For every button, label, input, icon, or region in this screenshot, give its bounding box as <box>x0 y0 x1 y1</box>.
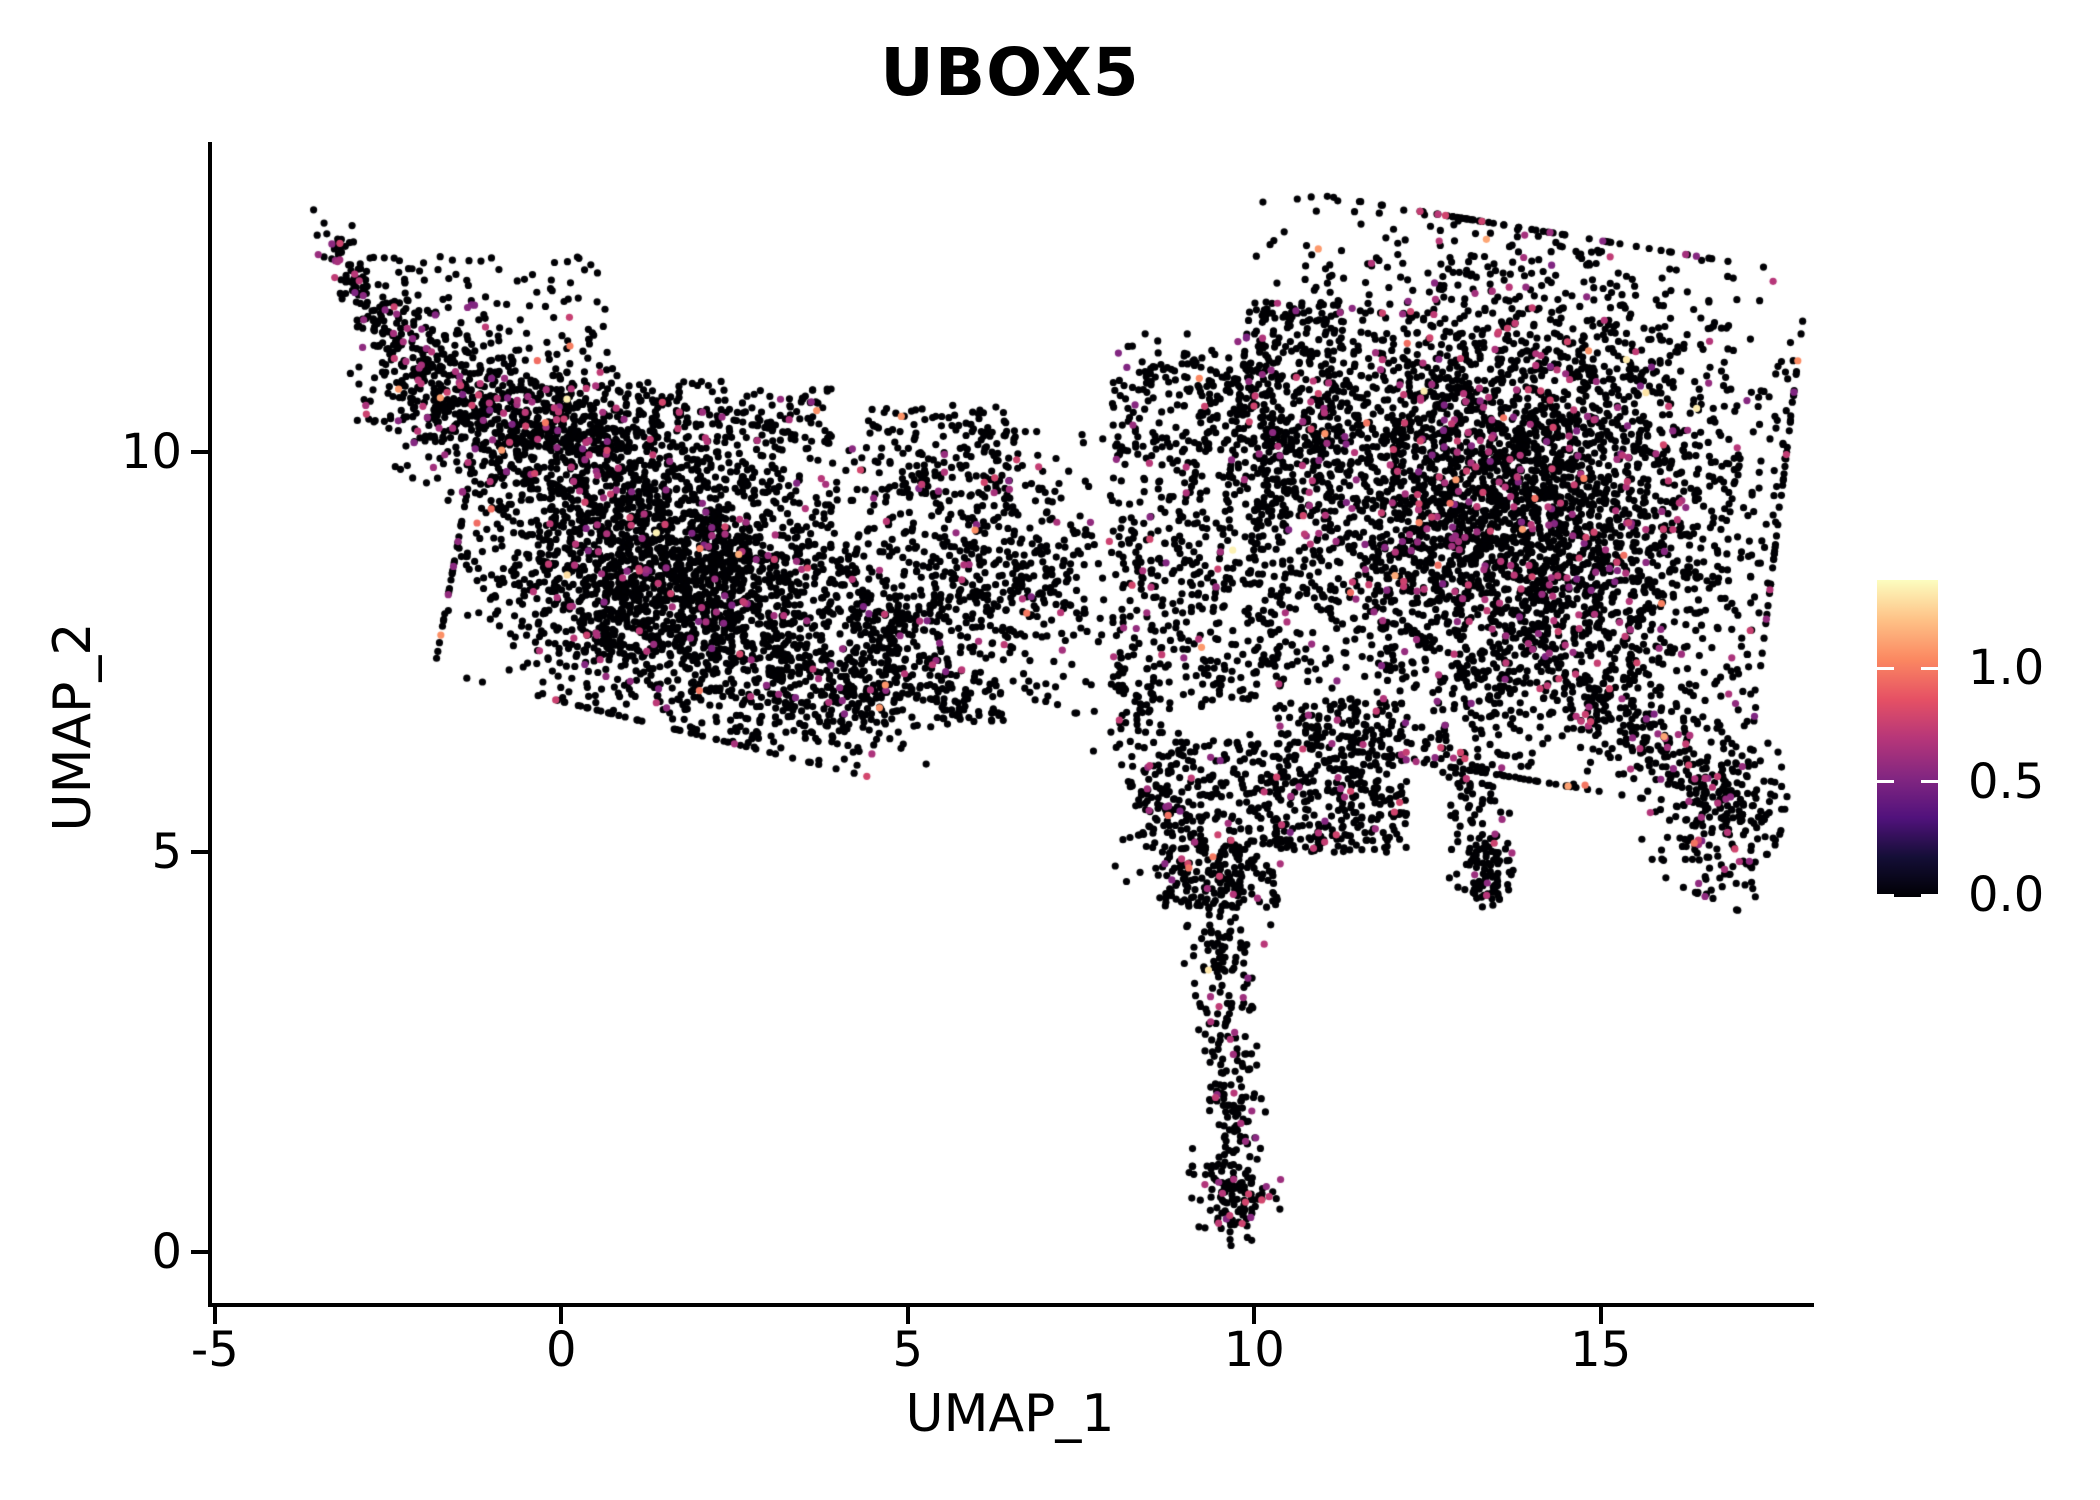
colorbar-label: 0.5 <box>1968 753 2045 810</box>
x-tick-mark <box>1598 1307 1603 1324</box>
x-tick-mark <box>212 1307 217 1324</box>
x-tick-label: 10 <box>1223 1322 1285 1378</box>
y-tick-mark <box>191 1250 208 1255</box>
colorbar-tick-mark <box>1921 666 1938 670</box>
expression-colorbar <box>1877 580 1938 897</box>
colorbar-tick-mark <box>1921 780 1938 784</box>
y-tick-label: 0 <box>151 1224 182 1281</box>
x-tick-label: 15 <box>1570 1322 1632 1378</box>
colorbar-tick-mark <box>1877 666 1894 670</box>
x-tick-label: 5 <box>892 1322 924 1378</box>
y-tick-label: 5 <box>151 824 182 881</box>
x-tick-mark <box>1252 1307 1257 1324</box>
x-tick-label: 0 <box>546 1322 577 1378</box>
x-axis-line <box>208 1303 1814 1307</box>
y-axis-title: UMAP_2 <box>43 622 103 832</box>
x-tick-label: -5 <box>190 1322 239 1378</box>
colorbar-tick-mark <box>1877 780 1894 784</box>
y-axis-line <box>208 142 212 1307</box>
plot-title: UBOX5 <box>880 34 1140 111</box>
y-tick-label: 10 <box>120 424 182 481</box>
colorbar-tick-mark <box>1877 893 1894 897</box>
y-tick-mark <box>191 450 208 455</box>
colorbar-label: 1.0 <box>1968 640 2045 697</box>
x-tick-mark <box>905 1307 910 1324</box>
x-tick-mark <box>559 1307 564 1324</box>
colorbar-label: 0.0 <box>1968 867 2045 923</box>
x-axis-title: UMAP_1 <box>905 1384 1115 1444</box>
colorbar-tick-mark <box>1921 893 1938 897</box>
y-tick-mark <box>191 850 208 855</box>
